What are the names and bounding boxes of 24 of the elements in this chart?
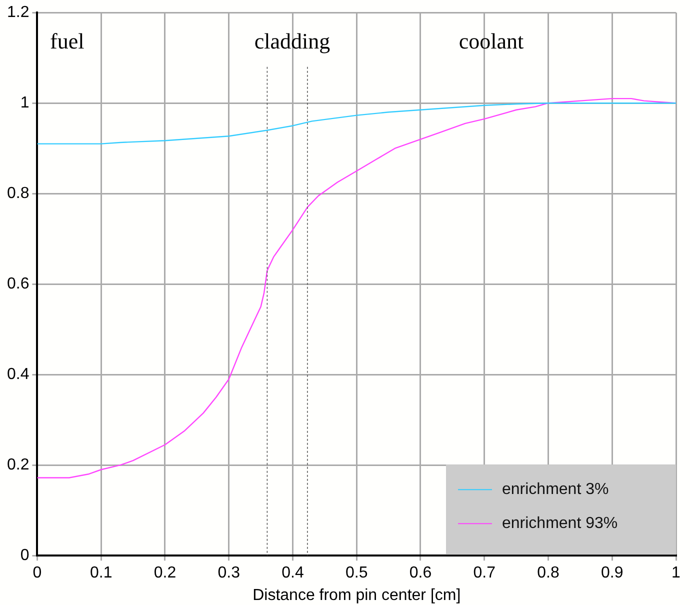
x-tick-label: 1 (672, 564, 681, 582)
x-tick-label: 0.6 (409, 564, 432, 582)
x-tick-label: 0.1 (90, 564, 112, 582)
x-tick-label: 0 (32, 564, 42, 582)
y-tick-label: 0.8 (6, 185, 30, 202)
x-tick-label: 0.7 (473, 564, 496, 582)
y-tick-label: 1 (20, 94, 30, 112)
y-tick-label: 0.2 (6, 456, 30, 474)
annotation: fuel (50, 28, 84, 54)
x-tick-label: 0.2 (154, 564, 176, 582)
y-tick-label: 1.2 (6, 4, 30, 22)
y-tick-label: 0.4 (6, 366, 30, 384)
x-tick-label: 0.3 (218, 564, 240, 582)
y-tick-label: 0 (20, 547, 30, 564)
x-tick-label: 0.5 (345, 564, 368, 582)
y-tick-label: 0.6 (6, 276, 30, 293)
legend-label: enrichment 93% (502, 515, 618, 532)
x-axis-title: Distance from pin center [cm] (252, 586, 461, 604)
annotation: coolant (458, 28, 524, 54)
x-tick-label: 0.4 (282, 564, 304, 582)
x-tick-label: 0.9 (601, 564, 624, 582)
annotation: cladding (254, 28, 330, 54)
x-tick-label: 0.8 (537, 564, 560, 582)
legend-label: enrichment 3% (502, 481, 609, 498)
